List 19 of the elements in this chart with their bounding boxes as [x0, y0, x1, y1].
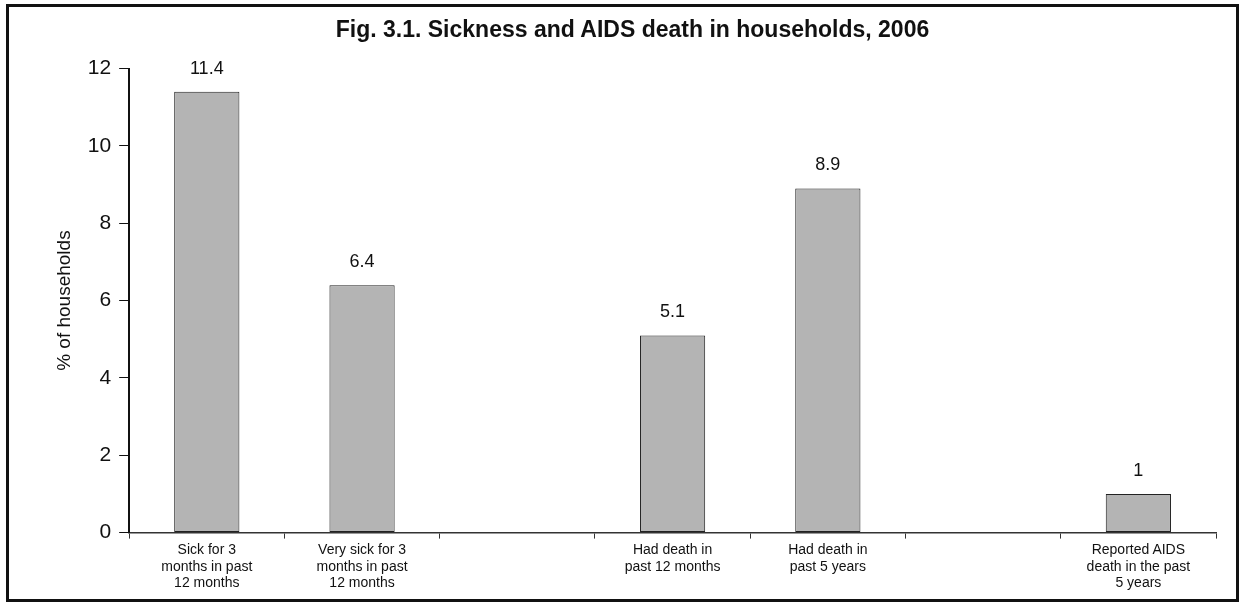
x-tick-label: Very sick for 3 months in past 12 months: [316, 540, 408, 591]
chart-title: Fig. 3.1. Sickness and AIDS death in households, 2006: [335, 16, 930, 43]
data-label: 6.4: [349, 251, 375, 272]
y-tick-label: 2: [99, 442, 112, 466]
y-tick-label: 0: [99, 519, 112, 543]
x-tick-label: Had death in past 5 years: [788, 540, 868, 574]
data-label: 1: [1133, 459, 1144, 480]
y-axis-title: % of households: [52, 230, 74, 371]
x-tick-label: Sick for 3 months in past 12 months: [161, 540, 253, 591]
y-tick-label: 8: [99, 210, 112, 234]
data-label: 11.4: [189, 57, 224, 78]
y-tick-label: 12: [87, 55, 112, 79]
data-label: 8.9: [815, 154, 841, 175]
data-label: 5.1: [660, 301, 686, 322]
x-tick-label: Reported AIDS death in the past 5 years: [1086, 540, 1191, 591]
x-tick-label: Had death in past 12 months: [624, 540, 721, 574]
y-tick-label: 4: [99, 364, 112, 388]
y-tick-label: 6: [99, 287, 112, 311]
y-tick-label: 10: [87, 132, 112, 156]
